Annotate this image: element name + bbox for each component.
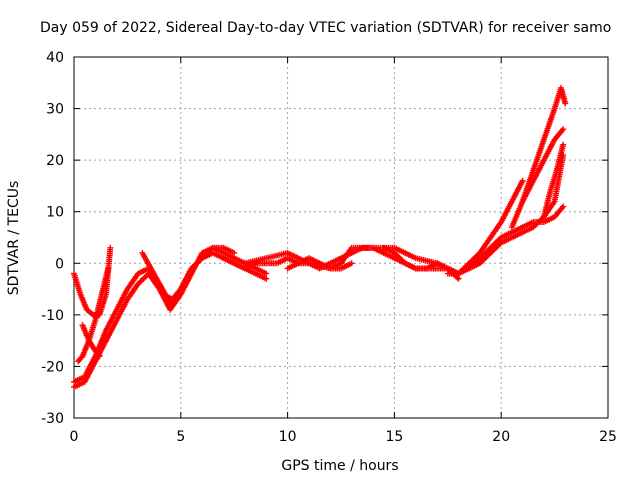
plot-frame [73,56,609,419]
y-tick-label: 40 [46,50,64,66]
axes-box [73,56,609,419]
series-s10 [284,255,355,272]
series-markers [466,151,567,272]
series-markers [519,84,569,205]
series-markers [71,249,270,385]
series-s5 [79,322,103,360]
x-tick-label: 15 [385,429,403,445]
y-tick-label: -10 [41,308,64,324]
y-tick-label: 10 [46,205,64,221]
series-s7 [152,244,238,303]
y-tick-label: -30 [41,411,64,427]
series-s17 [540,141,567,220]
y-tick-label: 0 [55,256,64,272]
x-tick-label: 10 [279,429,297,445]
tick-labels: 0 5 10 15 20 25 -30 -20 -10 0 10 20 30 40 [41,50,617,445]
chart-title: Day 059 of 2022, Sidereal Day-to-day VTE… [40,20,611,36]
series-markers [540,141,567,220]
y-tick-label: 30 [46,102,64,118]
series-s14 [466,151,567,272]
x-axis-label: GPS time / hours [281,458,398,474]
y-tick-label: -20 [41,359,64,375]
grid [74,57,608,418]
series-markers [75,265,112,365]
series-s2 [71,249,270,385]
series-s16 [519,84,569,205]
x-tick-label: 0 [70,429,79,445]
x-tick-label: 25 [599,429,617,445]
x-tick-label: 20 [492,429,510,445]
y-axis-label: SDTVAR / TECUs [6,181,22,296]
series-s4 [75,265,112,365]
data-series [71,84,569,391]
series-markers [284,255,355,272]
y-tick-label: 20 [46,153,64,169]
series-markers [79,322,103,360]
series-markers [152,244,238,303]
x-tick-label: 5 [176,429,185,445]
